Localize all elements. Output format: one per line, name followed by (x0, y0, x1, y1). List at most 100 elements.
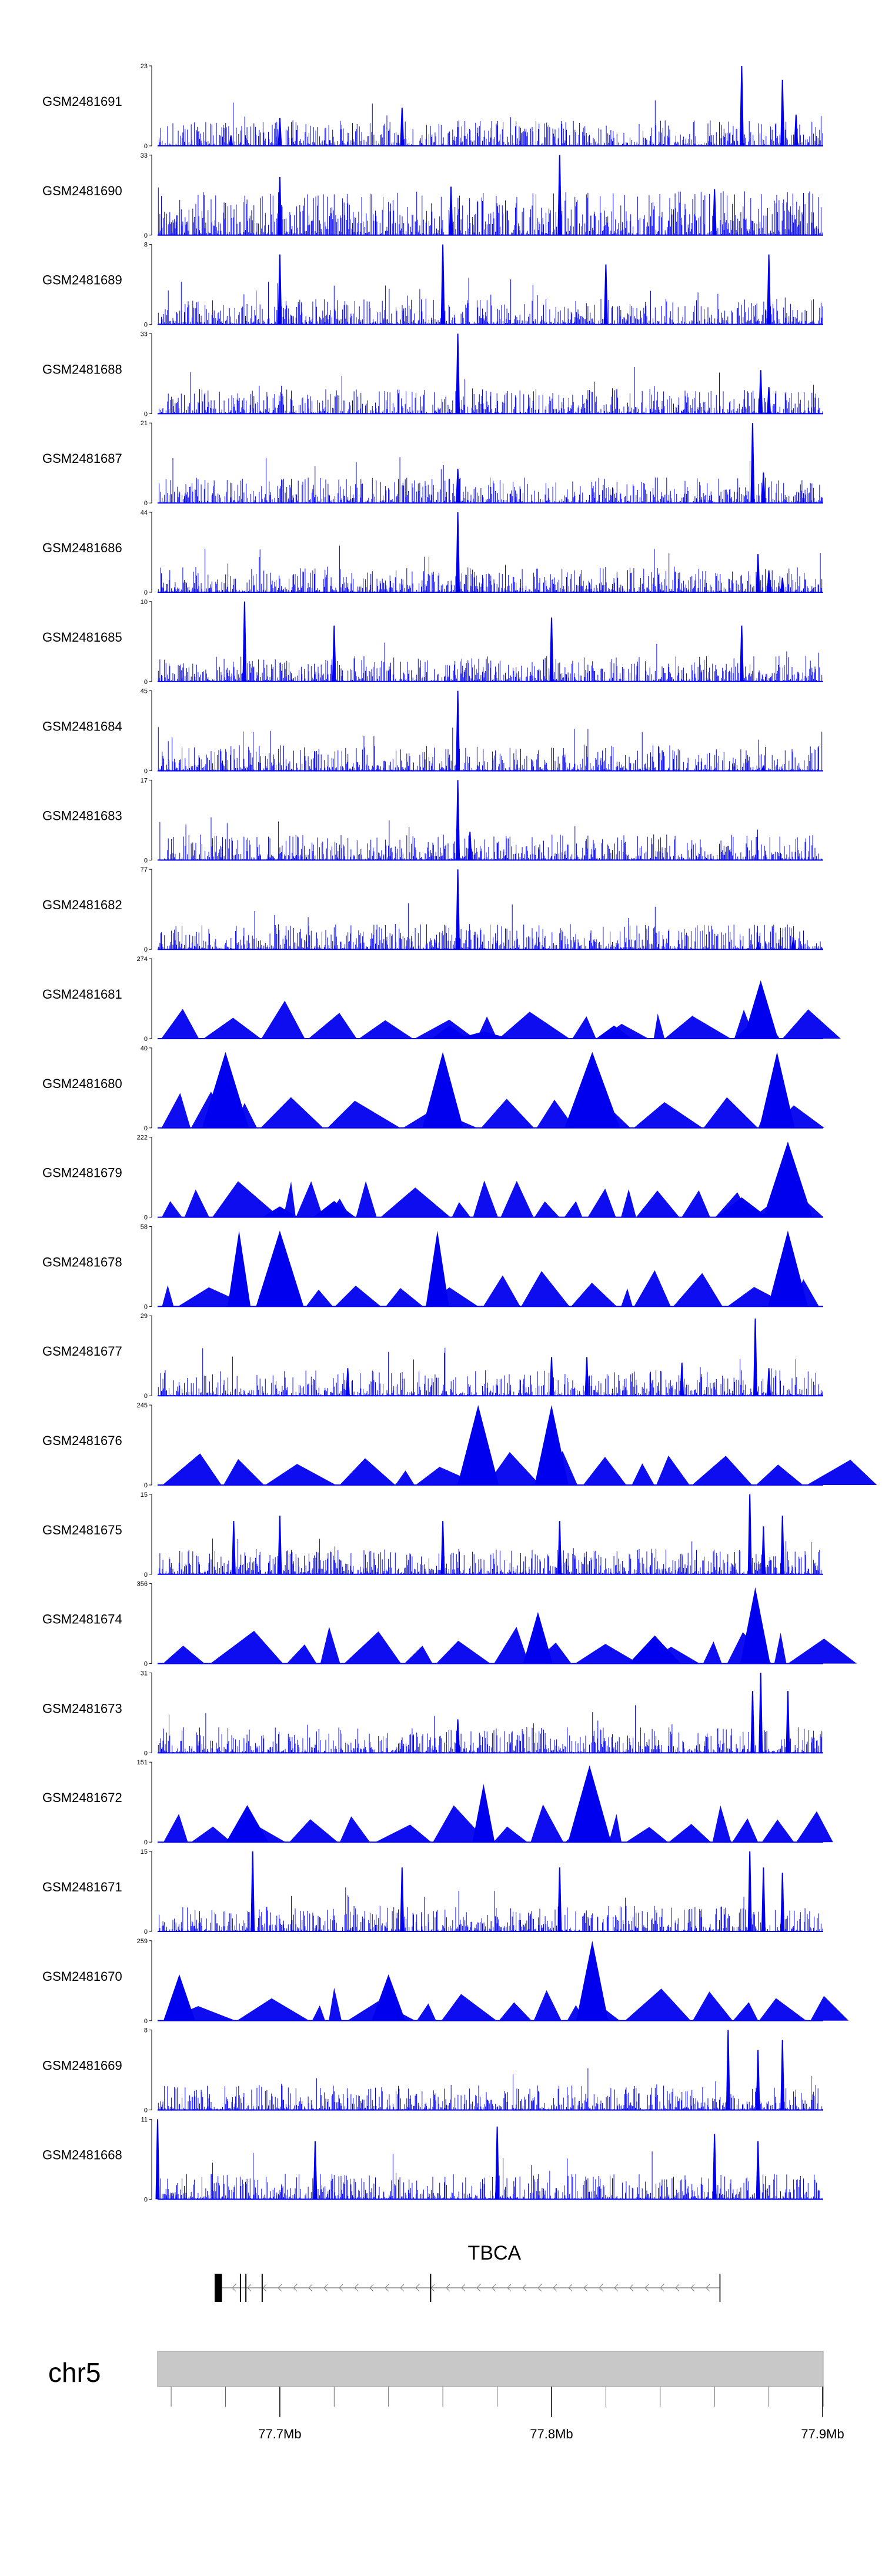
coverage-bars (158, 1705, 823, 1753)
track-label: GSM2481684 (42, 719, 122, 734)
strand-arrow (278, 2284, 282, 2292)
strand-arrow (354, 2284, 359, 2292)
y-max-label: 23 (141, 63, 148, 70)
y-min-label: 0 (144, 679, 148, 686)
coverage-peak (780, 1873, 785, 1931)
strand-arrow (247, 2284, 252, 2292)
track-label: GSM2481671 (42, 1880, 122, 1894)
coverage-bars (158, 278, 823, 325)
y-min-label: 0 (144, 1928, 148, 1936)
coverage-peak (456, 333, 460, 414)
x-tick-label: 77.8Mb (530, 2427, 573, 2441)
coverage-peak (557, 155, 562, 235)
strand-arrow (690, 2284, 695, 2292)
coverage-peak (603, 264, 608, 325)
y-max-label: 33 (141, 152, 148, 159)
coverage-peak (472, 1784, 495, 1843)
coverage-peak (747, 1494, 752, 1574)
coverage-peak (584, 1357, 589, 1396)
strand-arrow (308, 2284, 313, 2292)
y-min-label: 0 (144, 2018, 148, 2025)
coverage-peak (761, 472, 766, 503)
strand-arrow (675, 2284, 680, 2292)
coverage-peak (564, 1052, 620, 1128)
coverage-peak (750, 1691, 755, 1753)
y-min-label: 0 (144, 2196, 148, 2203)
coverage-peak (534, 1405, 569, 1485)
track-label: GSM2481683 (42, 808, 122, 823)
strand-arrow (599, 2284, 603, 2292)
y-max-label: 29 (141, 1313, 148, 1320)
y-min-label: 0 (144, 1214, 148, 1222)
coverage-peak (163, 1974, 195, 2021)
coverage-peak (231, 1521, 236, 1574)
y-max-label: 356 (137, 1581, 148, 1588)
track-GSM2481681: GSM2481681 274 0 (42, 956, 841, 1043)
strand-arrow (400, 2284, 405, 2292)
coverage-peak (596, 1025, 632, 1039)
coverage-peak (752, 1018, 780, 1039)
strand-arrow (415, 2284, 420, 2292)
strand-arrow (660, 2284, 664, 2292)
track-label: GSM2481673 (42, 1701, 122, 1716)
y-min-label: 0 (144, 2107, 148, 2114)
coverage-peak (456, 1719, 460, 1753)
y-max-label: 8 (144, 2027, 148, 2034)
y-min-label: 0 (144, 1303, 148, 1310)
coverage-peak (457, 1405, 499, 1485)
y-min-label: 0 (144, 411, 148, 418)
y-max-label: 21 (141, 420, 148, 427)
y-max-label: 8 (144, 242, 148, 249)
coverage-peak (155, 2119, 160, 2200)
coverage-peak (712, 189, 717, 235)
coverage-peak (228, 1230, 251, 1307)
track-GSM2481682: GSM2481682 77 0 (42, 866, 823, 953)
y-min-label: 0 (144, 1839, 148, 1846)
coverage-peak (791, 937, 796, 950)
y-min-label: 0 (144, 1661, 148, 1668)
coverage-area (162, 1270, 819, 1307)
track-label: GSM2481687 (42, 451, 122, 466)
coverage-peak (780, 578, 785, 592)
track-label: GSM2481690 (42, 183, 122, 198)
coverage-peak (523, 1611, 553, 1664)
y-max-label: 15 (141, 1491, 148, 1499)
strand-arrow (369, 2284, 374, 2292)
coverage-peak (756, 2050, 760, 2110)
strand-arrow (537, 2284, 542, 2292)
coverage-peak (278, 1516, 282, 1574)
track-label: GSM2481670 (42, 1969, 122, 1984)
track-GSM2481687: GSM2481687 21 0 (42, 420, 823, 507)
coverage-peak (278, 118, 282, 146)
x-tick-label: 77.9Mb (801, 2427, 844, 2441)
coverage-peak (202, 1052, 249, 1128)
coverage-peak (794, 114, 799, 146)
coverage-bars (158, 2151, 823, 2200)
track-GSM2481674: GSM2481674 356 0 (42, 1581, 857, 1668)
coverage-bars (158, 727, 823, 771)
strand-arrow (461, 2284, 466, 2292)
track-GSM2481683: GSM2481683 17 0 (42, 777, 823, 864)
coverage-peak (456, 512, 460, 592)
coverage-bars (158, 187, 823, 235)
strand-arrow (583, 2284, 588, 2292)
coverage-peak (629, 1635, 681, 1664)
track-GSM2481689: GSM2481689 8 0 (42, 242, 823, 329)
coverage-peak (756, 554, 760, 592)
strand-arrow (614, 2284, 619, 2292)
coverage-peak (780, 2040, 785, 2110)
coverage-peak (747, 1851, 752, 1931)
coverage-peak (680, 1362, 684, 1396)
coverage-peak (229, 135, 233, 146)
strand-arrow (446, 2284, 450, 2292)
coverage-peak (313, 2141, 318, 2200)
coverage-peak (422, 1052, 463, 1128)
gene-track: TBCA (215, 2242, 721, 2302)
coverage-peak (557, 1867, 562, 1931)
coverage-area (161, 1000, 841, 1039)
track-label: GSM2481676 (42, 1433, 122, 1448)
ideogram-band (157, 2351, 824, 2387)
track-label: GSM2481674 (42, 1612, 122, 1627)
coverage-peak (761, 1526, 766, 1574)
